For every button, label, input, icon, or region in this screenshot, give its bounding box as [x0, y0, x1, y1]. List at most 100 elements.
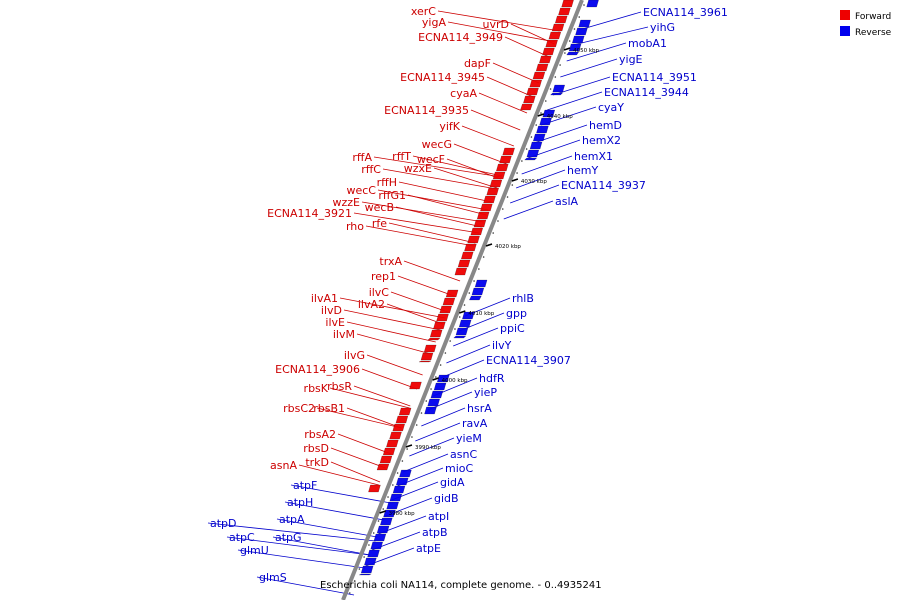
- connector-moba1: [566, 42, 627, 62]
- reverse-feature: [539, 117, 552, 126]
- connector-rbsr: [353, 385, 411, 407]
- gene-label-asnc: asnC: [450, 448, 477, 461]
- connector-rbsk: [329, 387, 410, 409]
- forward-feature: [424, 344, 437, 353]
- forward-feature: [379, 455, 393, 464]
- connector-ecna114_3945: [486, 76, 534, 98]
- gene-label-ecna114_3907: ECNA114_3907: [486, 354, 571, 367]
- scale-tick: [563, 47, 571, 51]
- tick-dot: [387, 496, 389, 498]
- gene-label-mioc: mioC: [445, 462, 474, 475]
- connector-hsra: [421, 407, 466, 427]
- gene-label-hsra: hsrA: [467, 402, 492, 415]
- connector-ilvy: [446, 344, 491, 364]
- gene-label-moba1: mobA1: [628, 37, 667, 50]
- gene-label-atph: atpH: [287, 496, 313, 509]
- reverse-feature: [396, 477, 409, 486]
- connector-rbsa2: [337, 433, 392, 455]
- gene-label-yiem: yieM: [456, 432, 482, 445]
- gene-label-asla: aslA: [555, 195, 579, 208]
- forward-feature: [427, 337, 441, 341]
- reverse-feature: [550, 92, 563, 96]
- reverse-feature: [552, 84, 565, 93]
- forward-feature: [420, 352, 434, 361]
- tick-dot: [468, 292, 471, 294]
- gene-label-ecna114_3921: ECNA114_3921: [267, 207, 352, 220]
- scale-tick: [432, 377, 439, 381]
- reverse-feature: [575, 27, 588, 36]
- gene-label-ecna114_3951: ECNA114_3951: [612, 71, 697, 84]
- gene-label-atpd: atpD: [210, 517, 237, 530]
- reverse-feature: [367, 549, 380, 558]
- legend-reverse-label: Reverse: [855, 28, 892, 38]
- forward-feature: [539, 55, 552, 64]
- reverse-feature: [533, 133, 546, 142]
- connector-wzxe: [433, 167, 498, 189]
- tick-dot: [392, 484, 394, 486]
- forward-feature: [457, 259, 471, 268]
- tick-dot: [559, 64, 561, 66]
- connector-atph: [284, 501, 384, 521]
- gene-label-ilvm: ilvM: [333, 328, 355, 341]
- connector-ppic: [453, 327, 499, 347]
- reverse-feature: [361, 565, 374, 574]
- forward-feature: [461, 251, 474, 260]
- tick-dot: [516, 172, 518, 174]
- legend: Forward Reverse: [840, 10, 892, 38]
- connector-ilvg: [366, 354, 423, 376]
- connector-yifk: [461, 125, 514, 147]
- connector-xerc: [437, 10, 560, 32]
- forward-feature: [470, 227, 483, 236]
- gene-label-rbsc2: rbsC2: [283, 402, 315, 415]
- gene-label-atpb: atpB: [422, 526, 448, 539]
- gene-label-ilva2: ilvA2: [358, 298, 385, 311]
- gene-label-ecna114_3945: ECNA114_3945: [400, 71, 485, 84]
- reverse-feature: [578, 19, 591, 28]
- gene-label-rfft: rffT: [392, 150, 411, 163]
- gene-label-hemd: hemD: [589, 119, 622, 132]
- connector-hemy: [515, 169, 566, 189]
- forward-feature: [486, 187, 499, 196]
- tick-dot: [511, 184, 514, 186]
- connector-glmu: [237, 549, 365, 569]
- connector-uvrd: [510, 23, 555, 45]
- forward-feature: [480, 203, 493, 212]
- tick-dot: [497, 220, 499, 222]
- reverse-feature: [572, 35, 585, 44]
- gene-label-asna: asnA: [270, 459, 297, 472]
- gene-features: [359, 0, 599, 576]
- tick-dot: [463, 304, 466, 306]
- forward-feature: [545, 39, 558, 48]
- forward-feature: [368, 484, 381, 493]
- forward-feature: [409, 381, 422, 390]
- scale-tick: [405, 444, 413, 448]
- connector-asnc: [402, 453, 449, 473]
- gene-label-hemx2: hemX2: [582, 134, 621, 147]
- reverse-feature: [424, 406, 437, 415]
- tick-dot: [583, 4, 585, 6]
- forward-feature: [551, 23, 565, 32]
- connector-rbsc2: [316, 407, 402, 429]
- forward-feature: [520, 103, 533, 111]
- gene-label-rffa: rffA: [352, 151, 372, 164]
- scale-tick-label: 4000 kbp: [442, 378, 468, 384]
- gene-label-glmu: glmU: [240, 544, 269, 557]
- connector-rfft: [412, 155, 502, 177]
- reverse-feature: [370, 541, 383, 550]
- forward-feature: [445, 289, 459, 298]
- reverse-feature: [380, 517, 393, 526]
- forward-feature: [502, 147, 515, 156]
- connector-rep1: [397, 275, 455, 297]
- reverse-feature: [373, 533, 387, 542]
- tick-dot: [372, 532, 375, 534]
- connector-asna: [298, 464, 379, 486]
- reverse-feature: [389, 493, 402, 502]
- connector-wecf: [446, 158, 501, 180]
- forward-feature: [483, 195, 496, 204]
- tick-dot: [506, 196, 509, 198]
- connector-rbsb1: [346, 407, 402, 429]
- tick-dot: [535, 124, 538, 126]
- reverse-feature: [399, 469, 412, 478]
- tick-dot: [425, 400, 428, 402]
- tick-dot: [382, 508, 385, 510]
